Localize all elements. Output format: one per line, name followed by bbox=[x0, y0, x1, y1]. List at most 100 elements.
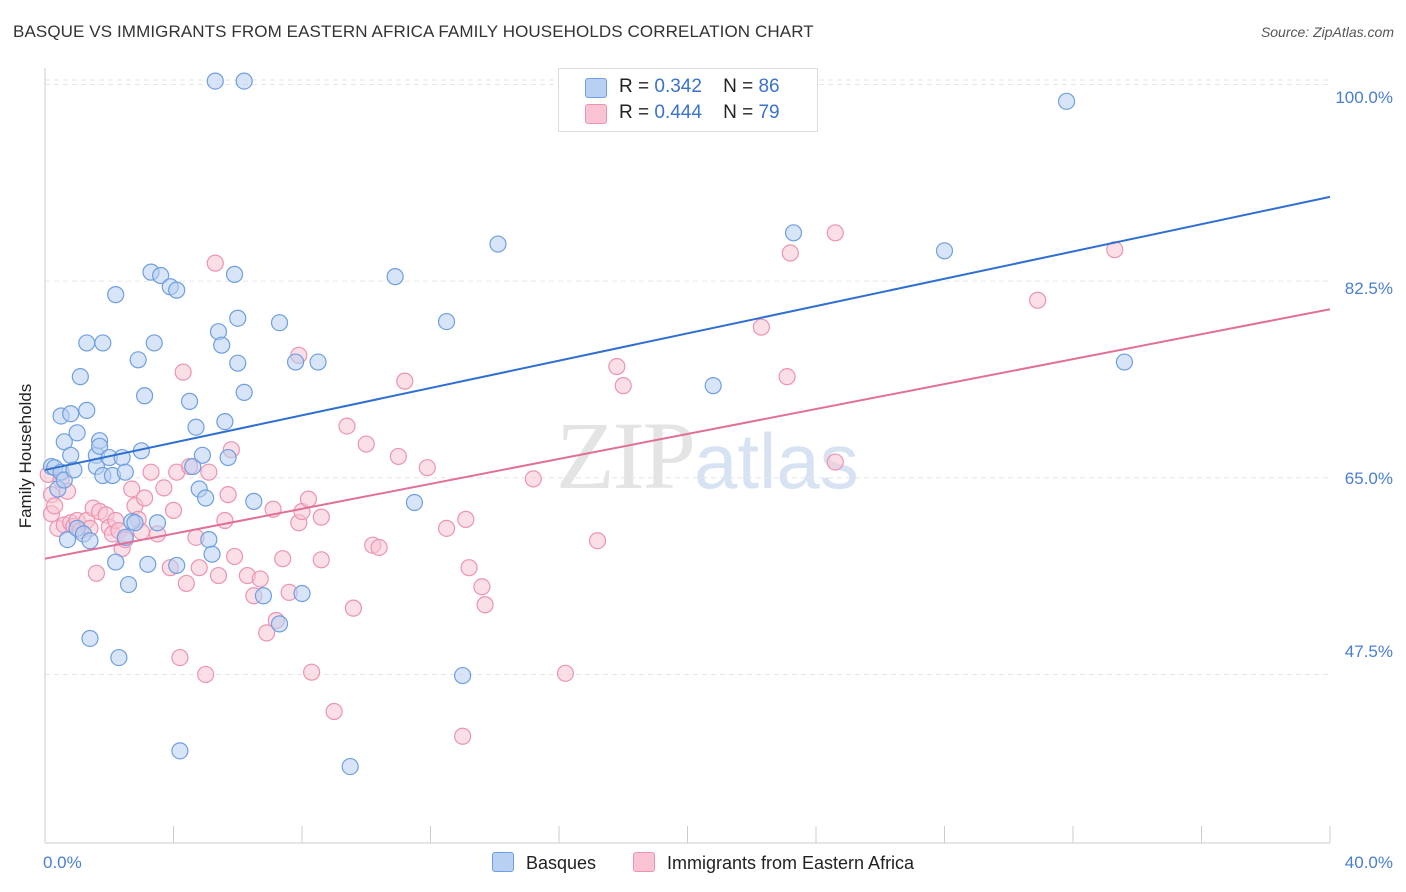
basque-point bbox=[203, 545, 221, 563]
grid-lines bbox=[45, 79, 1330, 675]
basque-point bbox=[229, 354, 247, 372]
africa-point bbox=[437, 519, 456, 537]
basque-points bbox=[42, 72, 1134, 776]
africa-point bbox=[46, 497, 64, 515]
basque-point bbox=[784, 224, 803, 242]
basque-point bbox=[270, 615, 289, 633]
africa-point bbox=[344, 599, 362, 617]
source-label: Source: ZipAtlas.com bbox=[1260, 24, 1394, 40]
africa-point bbox=[274, 550, 292, 568]
africa-point bbox=[190, 559, 208, 577]
basque-point bbox=[235, 72, 253, 90]
n-label: N = bbox=[723, 102, 754, 123]
basque-point bbox=[129, 351, 147, 369]
basque-point bbox=[206, 72, 224, 90]
africa-point bbox=[778, 368, 796, 386]
africa-point bbox=[155, 479, 173, 497]
basque-point bbox=[81, 629, 99, 648]
africa-point bbox=[1029, 291, 1047, 309]
africa-point bbox=[123, 480, 141, 498]
x-tick-label-min: 0.0% bbox=[43, 853, 82, 872]
basques-swatch bbox=[492, 852, 514, 872]
africa-point bbox=[608, 357, 626, 376]
basque-point bbox=[235, 383, 253, 401]
basque-point bbox=[341, 757, 359, 776]
africa-point bbox=[206, 254, 224, 272]
africa-point bbox=[299, 490, 318, 508]
basque-point bbox=[225, 265, 244, 283]
basque-point bbox=[286, 353, 305, 371]
basque-point bbox=[168, 556, 186, 575]
n-value: 79 bbox=[758, 102, 780, 123]
africa-point bbox=[216, 511, 234, 530]
africa-point bbox=[135, 489, 154, 507]
basque-point bbox=[219, 448, 237, 467]
basque-point bbox=[152, 266, 170, 285]
y-tick-label: 65.0% bbox=[1344, 469, 1393, 488]
basque-point bbox=[139, 555, 157, 573]
basque-point bbox=[126, 514, 144, 532]
africa-trend-line bbox=[44, 308, 1331, 560]
correlation-legend: R = 0.342 N = 86 R = 0.444 N = 79 bbox=[558, 68, 818, 132]
africa-point bbox=[177, 574, 195, 593]
r-label: R = bbox=[619, 102, 650, 123]
basque-point bbox=[184, 457, 202, 476]
africa-point bbox=[312, 508, 330, 526]
africa-point bbox=[225, 547, 244, 566]
africa-point bbox=[473, 578, 491, 596]
basque-point bbox=[148, 514, 167, 532]
basque-point bbox=[454, 666, 472, 685]
basque-point bbox=[200, 530, 218, 549]
africa-swatch bbox=[633, 852, 655, 872]
africa-point bbox=[197, 665, 215, 684]
africa-point bbox=[142, 463, 160, 481]
africa-point bbox=[164, 501, 183, 519]
basque-point bbox=[193, 446, 212, 464]
y-tick-label: 100.0% bbox=[1335, 88, 1393, 107]
basque-point bbox=[229, 309, 247, 327]
africa-point bbox=[614, 377, 632, 395]
basque-point bbox=[107, 286, 125, 304]
africa-point bbox=[200, 463, 218, 481]
basque-point bbox=[168, 281, 186, 299]
africa-point bbox=[174, 363, 192, 381]
basque-point bbox=[489, 235, 507, 253]
legend-basques-text: R = 0.342 N = 86 bbox=[619, 76, 780, 98]
basques-swatch bbox=[585, 78, 607, 98]
africa-point bbox=[418, 459, 436, 477]
basque-point bbox=[213, 336, 231, 354]
basque-point bbox=[437, 312, 456, 331]
basque-point bbox=[135, 387, 154, 405]
basque-point bbox=[71, 368, 89, 386]
basques-legend-label: Basques bbox=[526, 853, 597, 873]
basque-trend-line bbox=[44, 195, 1331, 471]
basque-point bbox=[935, 242, 954, 260]
africa-point bbox=[826, 224, 844, 242]
basque-point bbox=[405, 493, 424, 512]
basque-point bbox=[81, 532, 99, 550]
africa-point bbox=[396, 372, 414, 390]
africa-point bbox=[826, 453, 844, 471]
bottom-legend-eastern-africa: Immigrants from Eastern Africa bbox=[633, 852, 914, 874]
bottom-legend-basques: Basques bbox=[492, 852, 596, 874]
basque-point bbox=[216, 412, 234, 431]
africa-point bbox=[357, 435, 375, 453]
basque-point bbox=[65, 461, 83, 479]
africa-point bbox=[752, 318, 770, 336]
africa-point bbox=[370, 538, 388, 557]
africa-point bbox=[251, 570, 269, 588]
n-value: 86 bbox=[758, 76, 780, 97]
r-value: 0.342 bbox=[654, 76, 702, 97]
trend-lines bbox=[44, 195, 1331, 560]
basque-point bbox=[309, 353, 327, 371]
africa-point bbox=[588, 532, 607, 550]
africa-swatch bbox=[585, 104, 607, 124]
africa-point bbox=[325, 702, 343, 721]
basque-point bbox=[245, 492, 263, 510]
basque-point bbox=[704, 377, 722, 395]
basque-point bbox=[91, 437, 109, 455]
basque-point bbox=[78, 401, 96, 419]
africa-point bbox=[171, 648, 189, 667]
y-tick-label: 47.5% bbox=[1344, 642, 1393, 661]
